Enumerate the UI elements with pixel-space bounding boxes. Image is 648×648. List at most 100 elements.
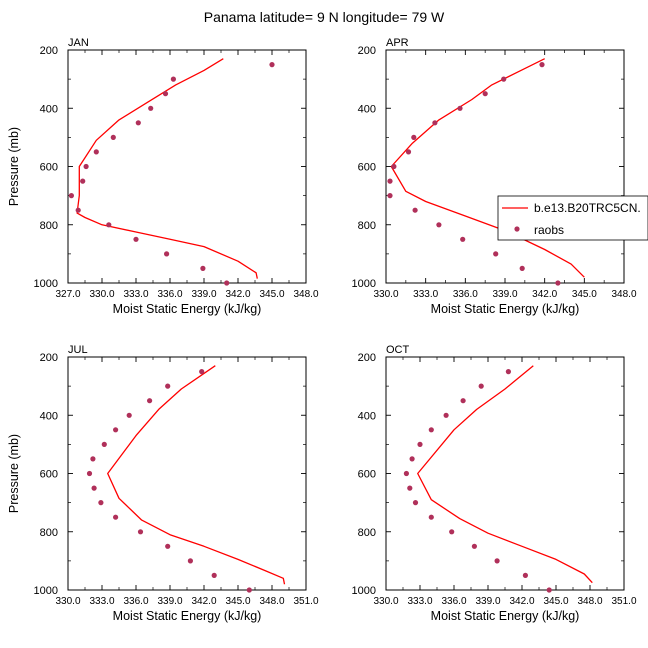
y-tick-label: 400 [40,103,58,115]
raobs-point [113,427,119,433]
raobs-point [199,369,205,375]
y-tick-label: 600 [40,162,58,174]
raobs-point [501,76,507,82]
raobs-point [482,91,488,97]
raobs-point [91,485,97,491]
raobs-point [403,470,409,477]
raobs-point [412,500,419,506]
y-tick-label: 1000 [34,278,58,290]
raobs-point [405,149,412,155]
y-tick-label: 1000 [34,585,58,597]
raobs-point [407,485,413,491]
legend-box [497,195,648,241]
y-tick-label: 1000 [352,278,376,290]
raobs-point [110,134,116,140]
raobs-point [165,383,171,389]
y-tick-label: 800 [358,527,376,539]
raobs-point [200,265,206,271]
x-tick-label: 342.0 [191,596,216,607]
x-tick-label: 330.0 [55,596,80,607]
x-axis-label: Moist Static Energy (kJ/kg) [113,609,262,623]
y-tick-label: 1000 [352,585,376,597]
x-tick-label: 330.0 [89,289,114,300]
plot-frame [67,49,307,284]
x-tick-label: 336.0 [157,289,182,300]
raobs-point [126,412,132,418]
x-tick-label: 348.0 [259,596,284,607]
x-tick-label: 351.0 [611,596,636,607]
panel-label: JAN [68,37,89,49]
x-tick-label: 333.0 [407,596,432,607]
panel-jan: 327.0 330.0 333.0 336.0 339.0 342.0 345.0 348.0… [7,37,319,316]
raobs-point [147,398,153,404]
legend-obs-label: raobs [534,223,564,237]
raobs-point [162,91,169,97]
raobs-point [387,178,393,184]
raobs-point [164,251,170,257]
raobs-point [80,178,86,184]
y-tick-label: 400 [358,103,376,115]
raobs-point [98,500,104,506]
raobs-point [409,456,415,462]
raobs-point [90,456,96,462]
legend-model-label: b.e13.B20TRC5CN. [534,201,641,215]
raobs-point [428,514,434,520]
raobs-point [505,369,511,375]
y-tick-label: 200 [40,352,58,364]
raobs-point [494,558,500,564]
raobs-point [137,529,144,535]
raobs-point [460,398,466,404]
x-tick-label: 345.0 [225,596,250,607]
raobs-point [519,265,525,271]
y-tick-label: 600 [40,469,58,481]
y-tick-label: 600 [358,469,376,481]
x-tick-label: 345.0 [543,596,568,607]
raobs-point [539,62,545,68]
raobs-point [478,383,484,389]
x-tick-label: 333.0 [413,289,438,300]
x-tick-label: 339.0 [191,289,216,300]
y-tick-label: 600 [358,162,376,174]
raobs-point [113,514,119,520]
raobs-point [106,222,112,228]
y-tick-label: 800 [40,527,58,539]
raobs-point [101,441,107,447]
raobs-point [187,558,193,564]
x-tick-label: 348.0 [293,289,318,300]
raobs-point [68,193,74,199]
raobs-point [148,105,154,111]
y-tick-label: 200 [40,45,58,57]
panel-label: OCT [386,344,410,356]
x-tick-label: 351.0 [293,596,318,607]
raobs-point [86,470,93,477]
y-axis-label: Pressure (mb) [7,434,21,513]
panel-apr: 330.0 333.0 336.0 339.0 342.0 345.0 348.0 200 40… [352,37,637,316]
x-tick-label: 333.0 [89,596,114,607]
raobs-point [165,543,171,549]
x-tick-label: 336.0 [123,596,148,607]
plot-frame [385,49,625,284]
raobs-point [428,427,434,433]
x-tick-label: 333.0 [123,289,148,300]
raobs-point [411,134,417,140]
model-line [107,365,286,585]
raobs-point [387,193,393,199]
raobs-point [135,120,141,126]
x-tick-label: 339.0 [475,596,500,607]
x-axis-label: Moist Static Energy (kJ/kg) [113,302,262,316]
model-line [76,58,258,279]
raobs-point [460,236,466,242]
panel-oct: 330.0 333.0 336.0 339.0 342.0 345.0 348.0 351.0… [352,344,637,623]
raobs-point [471,543,477,549]
raobs-point [546,587,552,593]
x-tick-label: 327.0 [55,289,80,300]
raobs-point [170,76,176,82]
raobs-point [75,207,81,213]
x-tick-label: 330.0 [373,596,398,607]
raobs-point [493,251,499,257]
x-tick-label: 342.0 [225,289,250,300]
x-tick-label: 342.0 [509,596,534,607]
raobs-point [133,236,139,242]
model-line [417,365,593,584]
